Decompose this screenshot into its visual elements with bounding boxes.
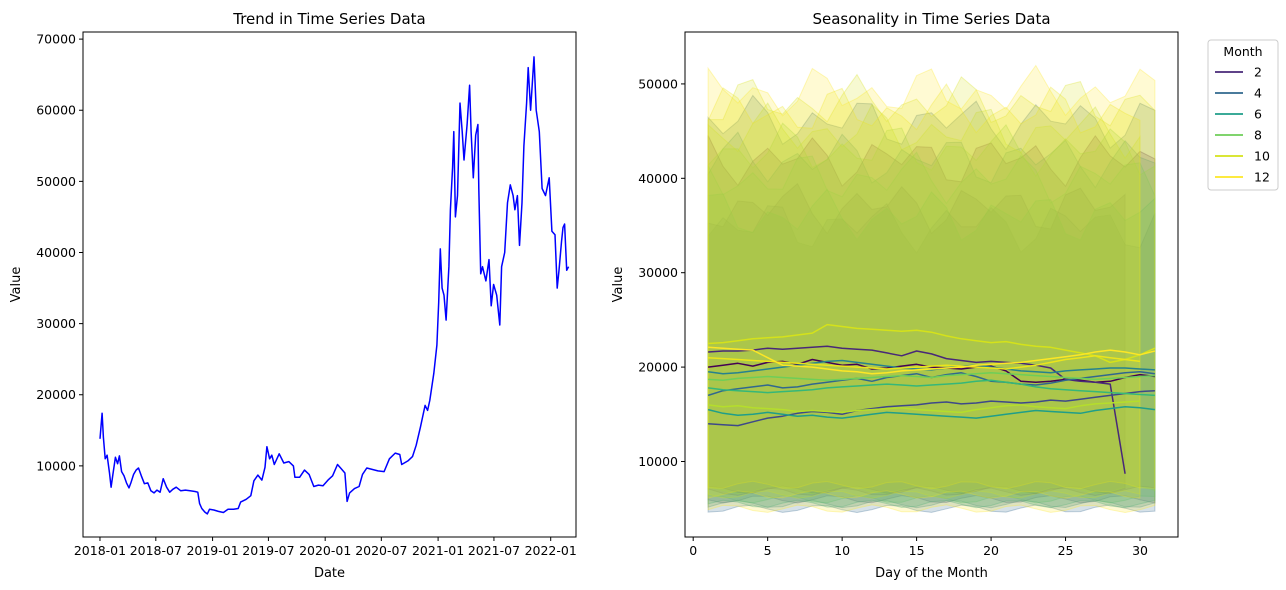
legend-label: 12 bbox=[1254, 170, 1270, 185]
month-line-7 bbox=[708, 379, 1155, 397]
seasonality-title: Seasonality in Time Series Data bbox=[812, 10, 1050, 28]
y-tick-label: 50000 bbox=[36, 174, 76, 189]
month-line-1 bbox=[708, 358, 1155, 383]
y-tick-label: 40000 bbox=[638, 171, 678, 186]
x-tick-label: 5 bbox=[764, 543, 772, 558]
legend-box bbox=[1207, 39, 1279, 191]
confidence-band bbox=[707, 64, 1156, 514]
trend-line bbox=[99, 56, 570, 515]
x-tick-label: 10 bbox=[834, 543, 850, 558]
trend-title: Trend in Time Series Data bbox=[232, 10, 425, 28]
seasonality-series bbox=[707, 323, 1156, 474]
legend-entries: 2 4 6 8 10 12 bbox=[1215, 65, 1270, 185]
seasonality-chart: 0 5 10 15 20 25 30 10000 20000 30000 40000 50000 S… bbox=[611, 10, 1279, 581]
trend-plot-area bbox=[83, 32, 576, 537]
x-tick-label: 2019-01 bbox=[186, 543, 238, 558]
y-tick-label: 20000 bbox=[638, 360, 678, 375]
y-tick-label: 20000 bbox=[36, 387, 76, 402]
x-tick-label: 15 bbox=[909, 543, 925, 558]
x-tick-label: 2020-07 bbox=[355, 543, 407, 558]
x-tick-label: 2020-01 bbox=[299, 543, 351, 558]
y-tick-label: 70000 bbox=[36, 32, 76, 47]
confidence-band bbox=[707, 131, 1156, 509]
legend-label: 8 bbox=[1254, 128, 1262, 143]
legend: Month 2 4 6 8 10 12 bbox=[1207, 39, 1279, 191]
legend-label: 6 bbox=[1254, 107, 1262, 122]
seasonality-x-ticks: 0 5 10 15 20 25 30 bbox=[689, 537, 1148, 558]
x-tick-label: 2021-07 bbox=[468, 543, 520, 558]
x-tick-label: 0 bbox=[689, 543, 697, 558]
y-tick-label: 30000 bbox=[36, 316, 76, 331]
trend-x-ticks: 2018-01 2018-07 2019-01 2019-07 2020-01 2020-… bbox=[74, 537, 577, 558]
month-line-8 bbox=[708, 372, 1155, 382]
confidence-band bbox=[707, 73, 1156, 490]
trend-chart: 2018-01 2018-07 2019-01 2019-07 2020-01 2020-… bbox=[9, 10, 577, 581]
month-line-6 bbox=[707, 405, 1155, 419]
x-tick-label: 30 bbox=[1132, 543, 1148, 558]
month-line-5 bbox=[708, 359, 1155, 375]
month-line-9 bbox=[708, 400, 1141, 414]
trend-y-ticks: 10000 20000 30000 40000 50000 60000 70000 bbox=[36, 32, 83, 473]
x-tick-label: 2022-01 bbox=[525, 543, 577, 558]
x-tick-label: 2019-07 bbox=[242, 543, 294, 558]
x-tick-label: 2018-01 bbox=[74, 543, 126, 558]
confidence-band bbox=[707, 83, 1141, 499]
legend-label: 10 bbox=[1254, 149, 1270, 164]
confidence-band bbox=[707, 94, 1156, 514]
seasonality-axes-frame bbox=[684, 31, 1179, 538]
confidence-band bbox=[707, 151, 1156, 504]
month-line-10 bbox=[708, 323, 1156, 364]
legend-label: 4 bbox=[1254, 86, 1262, 101]
trend-axes-frame bbox=[82, 31, 577, 538]
seasonality-y-ticks: 10000 20000 30000 40000 50000 bbox=[638, 76, 685, 469]
trend-series bbox=[99, 56, 570, 515]
confidence-band bbox=[707, 188, 1156, 509]
month-line-11 bbox=[708, 355, 1141, 370]
legend-label: 2 bbox=[1254, 65, 1262, 80]
y-tick-label: 10000 bbox=[36, 458, 76, 473]
trend-y-label: Value bbox=[9, 267, 24, 303]
confidence-band bbox=[707, 102, 1141, 499]
trend-x-label: Date bbox=[314, 566, 345, 581]
confidence-band bbox=[707, 134, 1156, 495]
x-tick-label: 2018-07 bbox=[130, 543, 182, 558]
y-tick-label: 60000 bbox=[36, 103, 76, 118]
month-line-3 bbox=[708, 389, 1155, 427]
seasonality-x-label: Day of the Month bbox=[875, 566, 988, 581]
seasonality-y-label: Value bbox=[611, 267, 626, 303]
y-tick-label: 50000 bbox=[638, 76, 678, 91]
x-tick-label: 2021-01 bbox=[412, 543, 464, 558]
legend-title: Month bbox=[1223, 44, 1262, 59]
y-tick-label: 40000 bbox=[36, 245, 76, 260]
y-tick-label: 10000 bbox=[638, 454, 678, 469]
month-line-12 bbox=[708, 346, 1156, 375]
x-tick-label: 20 bbox=[983, 543, 999, 558]
x-tick-label: 25 bbox=[1058, 543, 1074, 558]
seasonality-plot-area bbox=[685, 32, 1178, 537]
y-tick-label: 30000 bbox=[638, 265, 678, 280]
confidence-band bbox=[707, 182, 1126, 497]
seasonality-bands bbox=[707, 64, 1156, 514]
